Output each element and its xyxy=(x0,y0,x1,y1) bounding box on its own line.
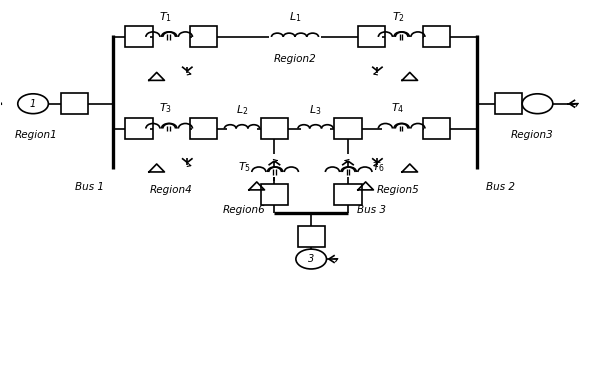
Text: Region2: Region2 xyxy=(274,54,316,64)
Bar xyxy=(335,118,362,139)
Bar xyxy=(126,26,153,47)
Text: Region1: Region1 xyxy=(15,130,57,140)
Text: Region5: Region5 xyxy=(376,185,419,195)
Bar xyxy=(335,185,362,205)
Text: Region3: Region3 xyxy=(510,130,553,140)
Bar xyxy=(190,26,217,47)
Text: Bus 3: Bus 3 xyxy=(357,205,386,215)
Bar xyxy=(61,93,88,114)
Text: Bus 2: Bus 2 xyxy=(486,182,515,192)
Text: $L_2$: $L_2$ xyxy=(236,103,248,117)
Text: $T_1$: $T_1$ xyxy=(159,10,172,24)
Text: Bus 1: Bus 1 xyxy=(75,182,104,192)
Text: $T_4$: $T_4$ xyxy=(391,101,405,115)
Bar xyxy=(358,26,385,47)
Text: $T_6$: $T_6$ xyxy=(372,160,385,174)
Text: $T_2$: $T_2$ xyxy=(392,10,405,24)
Text: 1: 1 xyxy=(30,99,36,109)
Bar xyxy=(422,26,450,47)
Text: 3: 3 xyxy=(308,254,314,264)
Text: $T_5$: $T_5$ xyxy=(238,160,251,174)
Text: $L_3$: $L_3$ xyxy=(309,103,322,117)
Bar xyxy=(190,118,217,139)
Text: Region6: Region6 xyxy=(223,205,266,215)
Text: $T_3$: $T_3$ xyxy=(159,101,172,115)
Bar xyxy=(261,185,288,205)
Bar xyxy=(261,118,288,139)
Bar xyxy=(422,118,450,139)
Text: $L_1$: $L_1$ xyxy=(289,10,301,24)
Bar xyxy=(297,226,325,247)
Bar xyxy=(126,118,153,139)
Bar xyxy=(494,93,522,114)
Text: Region4: Region4 xyxy=(150,185,193,195)
